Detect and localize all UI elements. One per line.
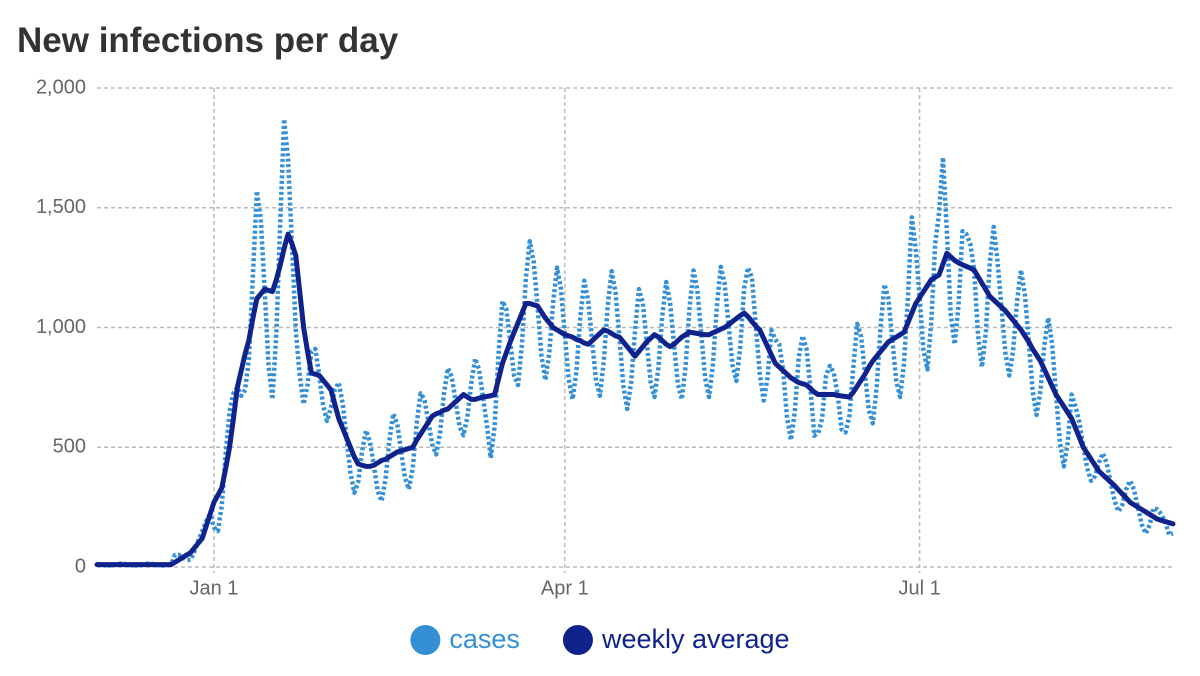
x-tick-label: Apr 1 <box>541 577 589 599</box>
y-tick-label: 1,000 <box>36 316 86 338</box>
chart-title: New infections per day <box>17 21 399 60</box>
legend: cases weekly average <box>410 624 790 655</box>
y-tick-label: 0 <box>75 555 86 577</box>
legend-swatch <box>562 625 593 655</box>
x-tick-label: Jul 1 <box>898 577 940 599</box>
legend-label: weekly average <box>601 624 790 654</box>
y-tick-label: 2,000 <box>36 76 86 98</box>
legend-swatch <box>410 625 441 655</box>
series-line <box>96 116 1174 568</box>
legend-label: cases <box>449 624 520 654</box>
y-tick-label: 1,500 <box>36 196 86 218</box>
y-tick-label: 500 <box>53 436 86 458</box>
series-line <box>94 231 1176 568</box>
x-tick-label: Jan 1 <box>189 577 238 599</box>
